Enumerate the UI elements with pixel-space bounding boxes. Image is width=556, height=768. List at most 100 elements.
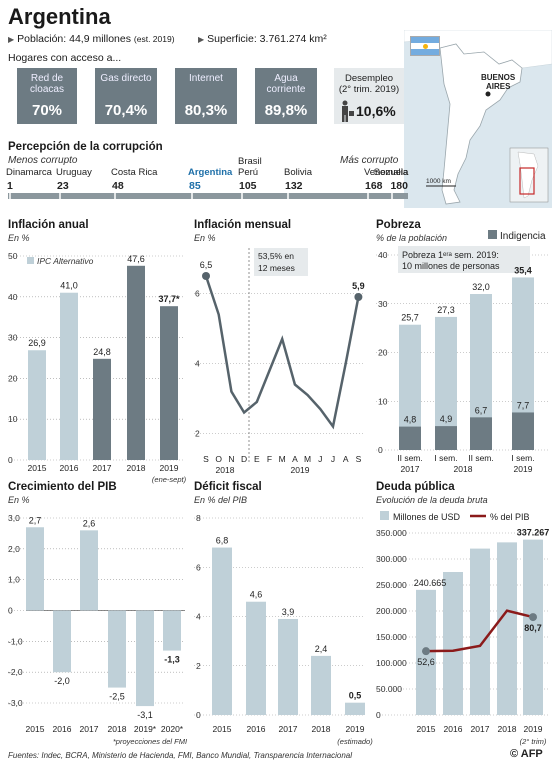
y-tick-label: 2 [196,661,201,671]
bar-label: 24,8 [93,347,111,357]
x-tick-label: 2019 [524,724,543,734]
y-tick-label: 100.000 [376,658,407,668]
buenos-aires-dot [485,91,491,97]
bar-label: 41,0 [60,281,78,291]
x-tick-label: I sem. [434,453,457,463]
x-tick-label: J [331,454,335,464]
bar-label: -3,1 [137,710,153,720]
bar [311,655,331,715]
corruption-rank: 168 [365,180,383,192]
population-info: ▶ Población: 44,9 millones (est. 2019) [8,33,175,45]
x-tick-label: E [254,454,260,464]
y-tick-label: 0 [8,606,13,616]
legend-label: % del PIB [490,512,530,522]
series-line [204,275,360,430]
x-tick-label: S [203,454,209,464]
bar-label: 26,9 [28,338,46,348]
bar-poverty [435,316,457,450]
corruption-rank: 132 [285,180,303,192]
chart-title: Pobreza [376,219,421,231]
corruption-country: Venezuela [364,167,409,178]
x-tick-year: 2017 [401,464,420,474]
y-tick-label: -1,0 [8,636,23,646]
y-tick-label: 300.000 [376,554,407,564]
data-point [529,613,537,622]
series-line [425,609,534,653]
map-scale: 1000 km [426,178,451,185]
bar [28,350,46,460]
bar [470,548,490,715]
inset-continent [517,151,539,199]
y-tick-label: 0 [378,445,383,455]
y-tick-label: 1,0 [8,575,20,585]
year-label: 2019 [291,465,310,475]
corruption-country: Argentina [188,167,233,178]
chart-note: *proyecciones del FMI [113,737,187,746]
bar-label: -2,0 [54,676,70,686]
corruption-rank: 1 [7,180,13,192]
x-tick-label: A [343,454,349,464]
bar-label: 0,5 [349,691,362,701]
y-tick-label: 6 [196,562,201,572]
y-tick-label: 8 [196,513,201,523]
bar [108,610,126,688]
legend-swatch [488,230,497,239]
data-point [202,272,210,280]
bar [160,306,178,460]
bar-label: 7,7 [517,400,530,410]
map: BUENOS AIRES 1000 km [404,30,552,208]
legend-swatch [380,511,389,520]
y-tick-label: 30 [8,333,18,343]
annotation-line1: 53,5% en [258,251,294,261]
map-city-line2: AIRES [486,82,511,91]
bar-label: 2,4 [315,644,328,654]
x-tick-label: 2018 [127,463,146,473]
corruption-country: Perú [238,167,258,178]
x-tick-year: 2019 [514,464,533,474]
y-tick-label: 0 [8,455,13,465]
x-tick-label: O [215,454,222,464]
bar-label: 240.665 [414,578,447,588]
y-tick-label: 200.000 [376,606,407,616]
x-tick-label: 2017 [80,724,99,734]
bar-label: -2,5 [109,692,125,702]
access-box-sewer: Red de cloacas 70% [17,68,77,124]
annotation-box [254,248,308,276]
bar-label: -1,3 [164,655,180,665]
bar [127,265,145,460]
chart-unit: % de la población [376,233,447,243]
corruption-rank: 180 [390,180,408,192]
y-tick-label: 4 [196,612,201,622]
point-label: 6,5 [200,260,213,270]
afp-logo: © AFP [510,748,543,760]
corruption-rank: 23 [57,180,69,192]
x-tick-label: 2015 [26,724,45,734]
y-tick-label: 0 [376,710,381,720]
unemployment-value: 10,6% [356,103,396,119]
legend-label: Millones de USD [393,512,461,522]
bar [80,530,98,611]
bar-poverty [470,294,492,450]
footer-sources: Fuentes: Indec, BCRA, Ministerio de Haci… [8,751,353,760]
unemployment-label: Desempleo [344,73,394,84]
bar [278,618,298,715]
access-value: 70% [31,102,63,119]
chart-note: (estimado) [337,737,373,746]
page-title: Argentina [8,4,111,29]
chart-unit: Evolución de la deuda bruta [376,495,488,505]
inset-highlight [519,167,535,195]
y-tick-label: 50 [8,251,18,261]
bar [497,542,517,715]
bar-label: 4,8 [404,415,417,425]
y-tick-label: 150.000 [376,632,407,642]
map-city-line1: BUENOS [481,73,516,82]
y-tick-label: -3,0 [8,698,23,708]
corruption-country: Somalia [374,167,409,178]
x-tick-label: N [228,454,234,464]
legend-label: IPC Alternativo [37,256,94,266]
bar [345,702,365,715]
y-tick-label: 3,0 [8,513,20,523]
chart-unit: En % [8,495,30,505]
y-tick-label: 20 [8,373,18,383]
bar [53,610,71,673]
